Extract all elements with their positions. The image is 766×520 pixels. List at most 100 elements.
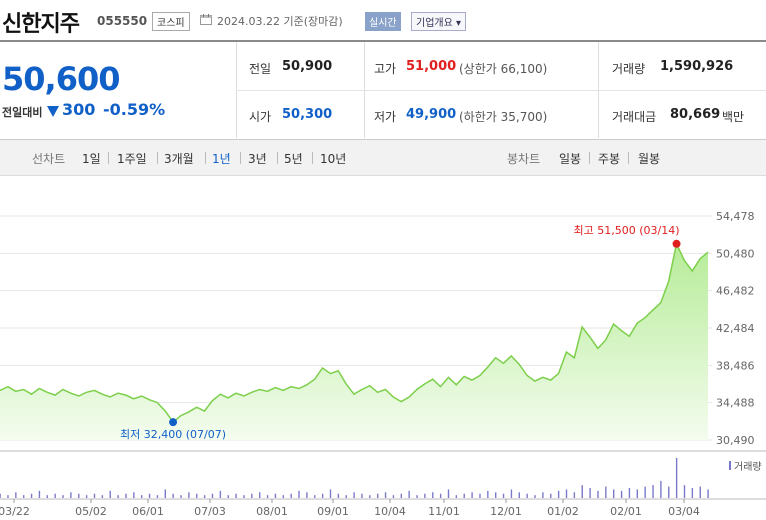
- volume-legend-icon: [729, 461, 731, 470]
- down-triangle-icon: [47, 106, 59, 117]
- quote-panel: 50,600 전일대비 300 -0.59% 전일 50,900 고가 51,0…: [0, 42, 766, 140]
- volume-bar: [479, 493, 481, 498]
- volume-bar: [23, 495, 25, 498]
- volume-bar: [314, 495, 316, 498]
- volume-bar: [487, 490, 489, 498]
- volume-bar: [180, 495, 182, 498]
- volume-bar: [46, 495, 48, 498]
- volume-bar: [424, 493, 426, 498]
- candle-monthly[interactable]: 월봉: [638, 152, 661, 166]
- volume-bar: [495, 492, 497, 498]
- volume-bar: [565, 489, 568, 498]
- volume-bar: [675, 458, 678, 498]
- x-tick-label: 01/02: [547, 505, 579, 518]
- y-tick-label: 38,486: [716, 359, 755, 372]
- volume-bar: [652, 485, 654, 498]
- x-axis-labels: 03/22 05/02 06/01 07/03 08/01 09/01 10/04 11/01…: [0, 499, 700, 518]
- volume-bar: [227, 495, 229, 498]
- volume-bar: [573, 492, 576, 498]
- min-marker: [169, 418, 178, 427]
- realtime-button[interactable]: 실시간: [365, 12, 401, 31]
- volume-bar: [369, 495, 371, 498]
- candle-daily[interactable]: 일봉: [559, 152, 582, 166]
- volume-bar: [526, 493, 528, 498]
- volume-bar: [589, 488, 591, 498]
- volume-bar: [534, 495, 536, 498]
- separator: [240, 152, 241, 164]
- volume-label: 거래량: [612, 62, 646, 76]
- volume-bar: [54, 493, 56, 498]
- volume-bar: [38, 490, 41, 498]
- volume-bar: [219, 490, 222, 498]
- volume-bar: [605, 486, 607, 498]
- volume-bar: [502, 493, 505, 498]
- stock-name: 신한지주: [2, 12, 80, 37]
- volume-bar: [156, 495, 159, 498]
- volume-bar: [251, 493, 253, 498]
- line-chart-label: 선차트: [32, 152, 66, 166]
- period-1w[interactable]: 1주일: [117, 152, 147, 166]
- volume-bar: [125, 493, 127, 498]
- max-label: 최고 51,500 (03/14): [574, 224, 680, 237]
- volume-bar: [439, 493, 442, 498]
- candle-weekly[interactable]: 주봉: [598, 152, 621, 166]
- period-3y[interactable]: 3년: [248, 152, 267, 166]
- volume-bar: [211, 493, 214, 498]
- calendar-icon: [200, 14, 212, 25]
- company-info-button[interactable]: 기업개요 ▾: [411, 12, 466, 31]
- volume-bar: [361, 493, 363, 498]
- price-area: [0, 243, 708, 440]
- volume-bar: [0, 493, 1, 498]
- volume-bar: [290, 493, 292, 498]
- volume-bar: [188, 492, 190, 498]
- volume-value: 1,590,926: [660, 59, 734, 74]
- volume-bar: [85, 495, 88, 498]
- volume-bar: [636, 489, 638, 498]
- period-1d[interactable]: 1일: [82, 152, 101, 166]
- y-tick-label: 46,482: [716, 285, 755, 298]
- volume-bar: [510, 489, 513, 498]
- separator: [312, 152, 313, 164]
- volume-bar: [557, 490, 560, 498]
- volume-bar: [377, 493, 379, 498]
- volume-label: 거래량: [734, 461, 762, 473]
- x-tick-label: 11/01: [428, 505, 460, 518]
- volume-bar: [15, 492, 17, 498]
- volume-bar: [337, 493, 340, 498]
- volume-bar: [628, 488, 631, 498]
- change-value: 300: [62, 100, 96, 119]
- volume-bar: [683, 485, 686, 498]
- period-10y[interactable]: 10년: [320, 152, 347, 166]
- open-label: 시가: [249, 110, 272, 124]
- volume-bar: [117, 495, 119, 498]
- x-tick-label: 09/01: [317, 505, 349, 518]
- volume-bar: [7, 495, 9, 498]
- volume-bar: [203, 495, 206, 498]
- y-tick-label: 54,478: [716, 210, 755, 223]
- separator: [157, 152, 158, 164]
- volume-bar: [259, 492, 261, 498]
- volume-bar: [164, 489, 166, 498]
- period-5y[interactable]: 5년: [284, 152, 303, 166]
- volume-bar: [432, 492, 434, 498]
- volume-bar: [455, 495, 458, 498]
- period-1y[interactable]: 1년: [212, 152, 231, 166]
- volume-bar: [345, 495, 347, 498]
- current-price: 50,600: [2, 60, 120, 98]
- x-tick-label: 10/04: [374, 505, 406, 518]
- volume-bar: [306, 492, 308, 498]
- min-label: 최저 32,400 (07/07): [120, 428, 226, 441]
- volume-bar: [550, 493, 552, 498]
- x-tick-label: 08/01: [256, 505, 288, 518]
- volume-bar: [141, 495, 143, 498]
- volume-bar: [235, 493, 237, 498]
- price-chart: 54,478 50,480 46,482 42,484 38,486 34,488 30,4…: [0, 210, 766, 518]
- period-3m[interactable]: 3개월: [164, 152, 194, 166]
- separator: [628, 152, 629, 164]
- volume-bar: [266, 495, 269, 498]
- volume-bar: [613, 489, 615, 498]
- x-tick-label: 12/01: [490, 505, 522, 518]
- divider: [236, 90, 766, 91]
- volume-bar: [471, 492, 473, 498]
- volume-bar: [384, 492, 387, 498]
